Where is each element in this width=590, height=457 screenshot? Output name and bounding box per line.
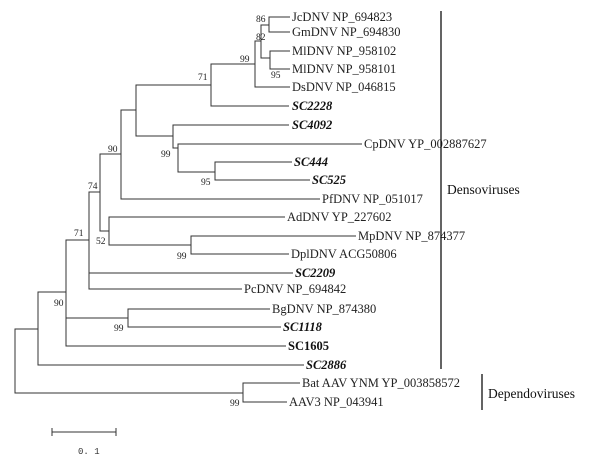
taxon-label: CpDNV YP_002887627 (364, 137, 487, 151)
branch (108, 216, 285, 246)
branches (14, 16, 362, 403)
taxon-label: MlDNV NP_958101 (292, 62, 396, 76)
taxon-label: GmDNV NP_694830 (292, 25, 400, 39)
bootstrap-value: 99 (114, 324, 124, 334)
clade-annotations: Densoviruses Dependoviruses (440, 11, 575, 410)
branch (37, 291, 304, 366)
branch (120, 109, 320, 200)
taxon-label: BgDNV NP_874380 (272, 302, 376, 316)
taxon-label: AAV3 NP_043941 (289, 395, 384, 409)
taxon-label-highlight: SC525 (312, 173, 346, 187)
taxon-label-highlight: SC4092 (292, 118, 332, 132)
taxon-label: MpDNV NP_874377 (358, 229, 465, 243)
branch (88, 191, 242, 290)
branch (268, 16, 290, 33)
taxon-label: PfDNV NP_051017 (322, 192, 423, 206)
taxon-label: DplDNV ACG50806 (291, 247, 397, 261)
taxon-label: PcDNV NP_694842 (244, 282, 346, 296)
taxon-label: MlDNV NP_958102 (292, 44, 396, 58)
taxon-label-highlight: SC1118 (283, 320, 323, 334)
bootstrap-values: 86 82 95 99 71 99 95 90 74 52 99 71 90 9… (54, 15, 281, 409)
clade-label-dependoviruses: Dependoviruses (488, 386, 575, 401)
bootstrap-value: 86 (256, 15, 266, 25)
taxon-label-highlight: SC2209 (295, 266, 336, 280)
bootstrap-value: 95 (201, 178, 211, 188)
taxon-label-highlight: SC2886 (306, 358, 347, 372)
taxon-label-highlight: SC1605 (288, 339, 329, 353)
branch (99, 153, 121, 232)
taxon-label-highlight: SC2228 (292, 99, 333, 113)
branch (172, 124, 289, 149)
taxon-label-highlight: SC444 (294, 155, 328, 169)
taxon-labels: JcDNV NP_694823 GmDNV NP_694830 MlDNV NP… (244, 10, 487, 409)
clade-label-densoviruses: Densoviruses (447, 182, 520, 197)
taxon-label: DsDNV NP_046815 (292, 80, 396, 94)
bootstrap-value: 71 (198, 73, 208, 83)
bootstrap-value: 90 (108, 145, 118, 155)
bootstrap-value: 90 (54, 299, 64, 309)
bootstrap-value: 82 (256, 33, 266, 43)
scale-bar-label: 0. 1 (78, 447, 100, 457)
bootstrap-value: 52 (96, 237, 106, 247)
scale-bar-line (51, 428, 117, 436)
bootstrap-value: 99 (230, 399, 240, 409)
branch (269, 50, 290, 70)
branch (177, 143, 362, 173)
branch (14, 328, 243, 394)
bootstrap-value: 99 (240, 55, 250, 65)
bootstrap-value: 95 (271, 71, 281, 81)
branch (127, 308, 281, 328)
taxon-label: JcDNV NP_694823 (292, 10, 392, 24)
bootstrap-value: 99 (161, 150, 171, 160)
branch (65, 239, 286, 347)
taxon-label: AdDNV YP_227602 (287, 210, 392, 224)
bootstrap-value: 99 (177, 252, 187, 262)
branch (214, 161, 310, 181)
scale-bar: 0. 1 (51, 428, 117, 457)
bootstrap-value: 71 (74, 229, 84, 239)
bootstrap-value: 74 (88, 182, 98, 192)
taxon-label: Bat AAV YNM YP_003858572 (302, 376, 460, 390)
